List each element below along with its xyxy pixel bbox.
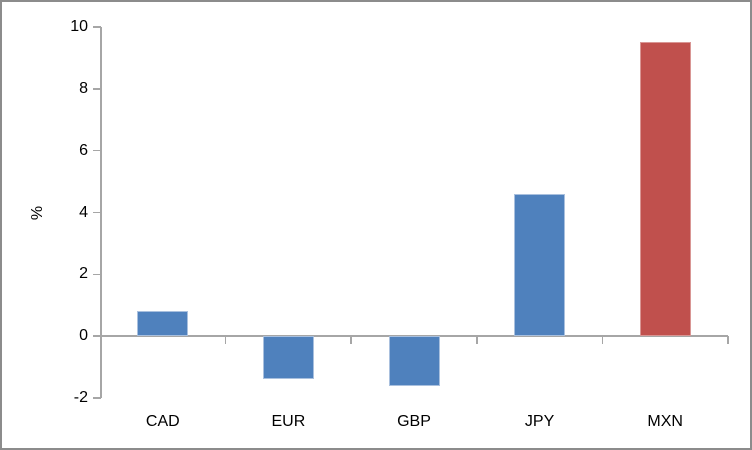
y-tick-label: -2 xyxy=(73,389,88,406)
x-tick-mark xyxy=(476,336,478,345)
bar-cad xyxy=(137,311,189,337)
bar-jpy xyxy=(514,193,566,337)
x-tick-mark xyxy=(601,336,604,345)
bar-gbp xyxy=(388,336,440,386)
y-tick-label: 4 xyxy=(79,203,88,221)
y-tick-label: 2 xyxy=(79,265,88,283)
y-tick-label: 6 xyxy=(79,141,88,159)
x-axis-label-cad: CAD xyxy=(145,413,180,430)
x-axis-label-jpy: JPY xyxy=(524,413,555,430)
y-tick-mark xyxy=(93,26,101,28)
y-tick-mark xyxy=(93,397,101,399)
y-tick-mark xyxy=(93,273,101,276)
x-tick-mark xyxy=(727,336,729,345)
y-tick-label: 10 xyxy=(70,18,88,35)
y-tick-label: 8 xyxy=(79,79,88,97)
x-axis-label-eur: EUR xyxy=(271,413,306,430)
y-tick-mark xyxy=(93,211,101,214)
x-axis-label-mxn: MXN xyxy=(647,413,683,430)
bar-mxn xyxy=(639,42,691,337)
bar-eur xyxy=(262,336,314,380)
y-tick-mark xyxy=(93,149,101,152)
y-tick-mark xyxy=(93,335,101,337)
x-tick-mark xyxy=(224,336,227,345)
y-tick-label: 0 xyxy=(79,327,88,345)
x-tick-mark xyxy=(350,336,352,345)
y-tick-mark xyxy=(93,88,101,90)
x-axis-label-gbp: GBP xyxy=(397,413,431,430)
